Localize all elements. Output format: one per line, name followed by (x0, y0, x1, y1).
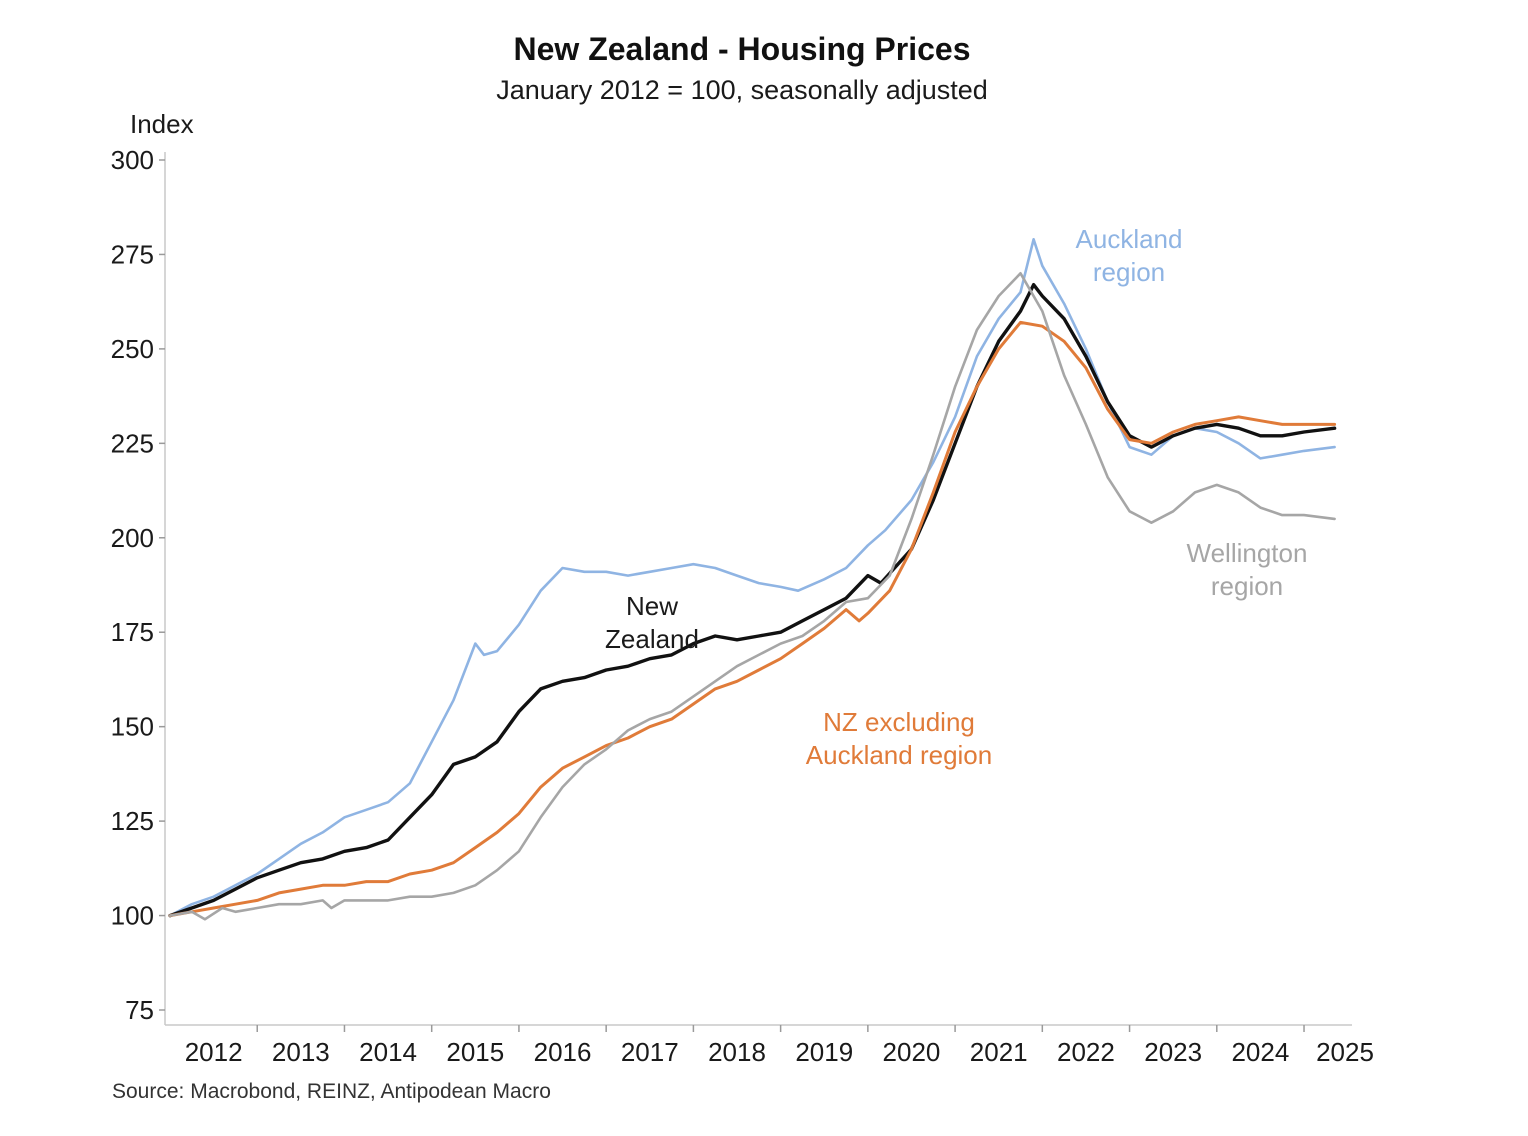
x-tick-label: 2017 (621, 1037, 679, 1067)
x-tick-label: 2025 (1316, 1037, 1374, 1067)
annotation-label: Auckland (1076, 224, 1183, 254)
x-tick-label: 2015 (446, 1037, 504, 1067)
chart-title: New Zealand - Housing Prices (514, 31, 971, 67)
annotation-label: region (1093, 257, 1165, 287)
y-tick-label: 275 (111, 239, 154, 269)
annotation-label: Auckland region (806, 740, 992, 770)
annotation-label: New (626, 591, 678, 621)
x-tick-label: 2022 (1057, 1037, 1115, 1067)
x-tick-label: 2012 (185, 1037, 243, 1067)
x-tick-label: 2023 (1144, 1037, 1202, 1067)
y-tick-label: 225 (111, 428, 154, 458)
annotation-label: Wellington (1187, 538, 1308, 568)
x-tick-label: 2021 (970, 1037, 1028, 1067)
y-tick-label: 175 (111, 617, 154, 647)
x-tick-label: 2016 (534, 1037, 592, 1067)
chart-subtitle: January 2012 = 100, seasonally adjusted (496, 75, 988, 105)
y-tick-label: 100 (111, 901, 154, 931)
source-note: Source: Macrobond, REINZ, Antipodean Mac… (112, 1080, 551, 1103)
annotation-label: region (1211, 571, 1283, 601)
series-line-new-zealand (168, 283, 1337, 918)
x-axis-ticks: 2012 2013 2014 2015 2016 2017 2018 2019 2020 2021… (185, 1025, 1374, 1067)
y-tick-label: 200 (111, 523, 154, 553)
y-axis-ticks: 75 100 125 150 175 200 225 250 275 300 (111, 145, 165, 1025)
x-tick-label: 2024 (1231, 1037, 1289, 1067)
y-tick-label: 250 (111, 334, 154, 364)
y-tick-label: 75 (125, 995, 154, 1025)
y-tick-label: 150 (111, 712, 154, 742)
annotation-label: Zealand (605, 624, 699, 654)
series-line-wellington-region (168, 272, 1336, 921)
y-axis-label: Index (130, 109, 194, 139)
x-tick-label: 2020 (883, 1037, 941, 1067)
annotation-label: NZ excluding (823, 707, 975, 737)
x-tick-label: 2013 (272, 1037, 330, 1067)
series-line-auckland-region (168, 238, 1336, 917)
x-tick-label: 2014 (359, 1037, 417, 1067)
x-tick-label: 2019 (795, 1037, 853, 1067)
x-tick-label: 2018 (708, 1037, 766, 1067)
y-tick-label: 125 (111, 806, 154, 836)
series-lines (168, 238, 1337, 921)
y-tick-label: 300 (111, 145, 154, 175)
series-line-nz-excluding-auckland-region (168, 320, 1337, 918)
